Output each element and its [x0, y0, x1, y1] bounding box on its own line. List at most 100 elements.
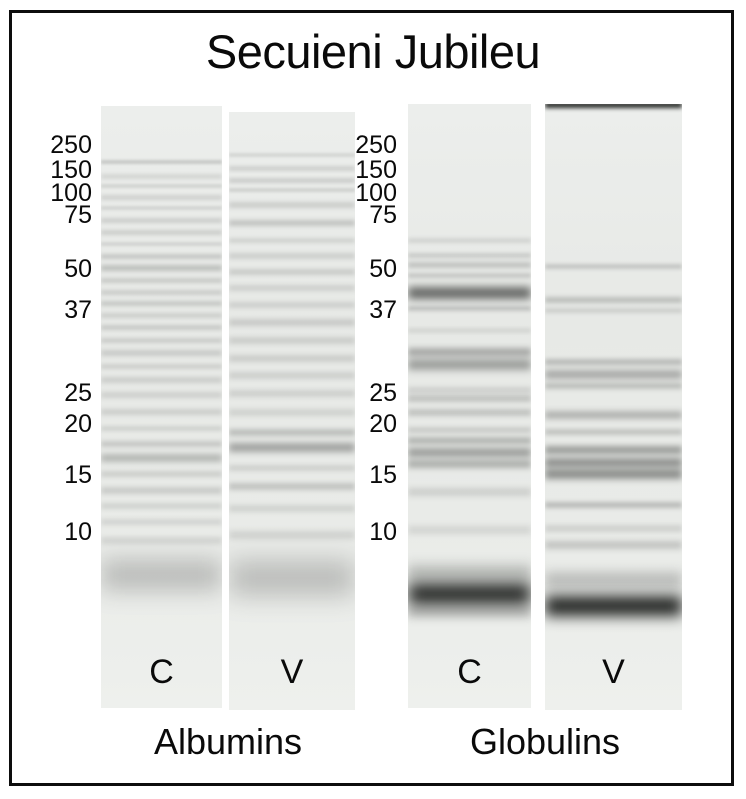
gel-band	[545, 457, 682, 467]
gel-band	[408, 348, 531, 356]
gel-band	[229, 188, 355, 192]
gel-band	[101, 253, 222, 259]
gel-band	[545, 297, 682, 303]
marker-label-150: 150	[355, 156, 397, 184]
gel-band	[229, 354, 355, 362]
lane-label-globulins-c: C	[457, 653, 482, 691]
gel-band	[545, 469, 682, 479]
gel-band	[101, 173, 222, 179]
marker-label-20: 20	[369, 410, 397, 438]
gel-band	[408, 305, 531, 311]
gel-band	[101, 471, 222, 477]
gel-band	[408, 387, 531, 393]
gel-band	[229, 408, 355, 416]
gel-band	[101, 559, 222, 591]
lane-label-albumins-c: C	[149, 653, 174, 691]
marker-label-100: 100	[355, 179, 397, 207]
gel-band	[408, 237, 531, 243]
gel-band	[408, 447, 531, 457]
gel-band	[101, 160, 222, 164]
gel-band	[408, 408, 531, 416]
gel-band	[229, 442, 355, 452]
gel-band	[545, 596, 682, 616]
gel-band	[229, 465, 355, 471]
marker-label-75: 75	[369, 201, 397, 229]
gel-band	[101, 229, 222, 235]
gel-band	[545, 411, 682, 419]
gel-band	[408, 606, 531, 618]
marker-label-100: 100	[50, 179, 92, 207]
gel-band	[101, 454, 222, 462]
gel-band	[229, 237, 355, 243]
gel-band	[408, 287, 531, 299]
marker-label-50: 50	[64, 255, 92, 283]
gel-band	[229, 253, 355, 259]
lane-label-albumins-v: V	[280, 653, 304, 691]
gel-band	[545, 541, 682, 549]
marker-label-15: 15	[64, 461, 92, 489]
gel-band	[229, 371, 355, 379]
marker-label-250: 250	[50, 131, 92, 159]
gel-band	[408, 460, 531, 468]
gel-band	[229, 389, 355, 397]
page-title: Secuieni Jubileu	[205, 25, 541, 78]
gel-band	[101, 217, 222, 223]
marker-label-37: 37	[64, 296, 92, 324]
gel-band	[101, 350, 222, 356]
gel-band	[101, 536, 222, 544]
gel-band	[101, 194, 222, 200]
gel-band	[229, 285, 355, 291]
gel-band	[545, 369, 682, 379]
gel-band	[101, 312, 222, 318]
gel-band	[229, 428, 355, 436]
gel-band	[408, 394, 531, 402]
gel-band	[545, 502, 682, 508]
gel-band	[229, 560, 355, 596]
gel-band	[101, 337, 222, 343]
lane-film	[101, 106, 222, 708]
gel-band	[229, 302, 355, 308]
gel-band	[101, 409, 222, 415]
gel-band	[101, 503, 222, 509]
lane-globulins-variant	[545, 104, 682, 710]
gel-band	[545, 307, 682, 313]
gel-band	[101, 519, 222, 525]
marker-label-10: 10	[64, 518, 92, 546]
gel-band	[408, 262, 531, 268]
gel-band	[101, 486, 222, 494]
gel-band	[101, 277, 222, 283]
gel-band	[545, 263, 682, 269]
gel-band	[101, 425, 222, 431]
globulins-marker-ladder: 250 150 100 75 50 37 25 20 15 10	[345, 0, 397, 560]
gel-band	[229, 482, 355, 490]
gel-band	[101, 289, 222, 295]
gel-band	[229, 165, 355, 171]
marker-label-75: 75	[64, 201, 92, 229]
marker-label-37: 37	[369, 296, 397, 324]
marker-label-15: 15	[369, 461, 397, 489]
gel-band	[408, 252, 531, 258]
gel-band	[408, 272, 531, 278]
gel-band	[101, 377, 222, 383]
lane-film	[408, 104, 531, 708]
gel-band	[408, 427, 531, 433]
gel-band	[101, 300, 222, 306]
gel-band	[545, 572, 682, 588]
gel-band	[101, 206, 222, 210]
lane-globulins-control	[408, 104, 531, 708]
gel-band	[229, 153, 355, 157]
gel-band	[545, 104, 682, 108]
marker-label-150: 150	[50, 156, 92, 184]
lane-film	[229, 112, 355, 710]
group-label-globulins: Globulins	[469, 721, 621, 762]
marker-label-50: 50	[369, 255, 397, 283]
albumins-marker-ladder: 250 150 100 75 50 37 25 20 15 10	[40, 0, 92, 560]
group-label-albumins: Albumins	[153, 721, 303, 762]
marker-label-20: 20	[64, 410, 92, 438]
gel-band	[229, 318, 355, 326]
gel-band	[545, 429, 682, 435]
gel-band	[229, 202, 355, 208]
gel-band	[545, 446, 682, 454]
gel-band	[545, 383, 682, 389]
